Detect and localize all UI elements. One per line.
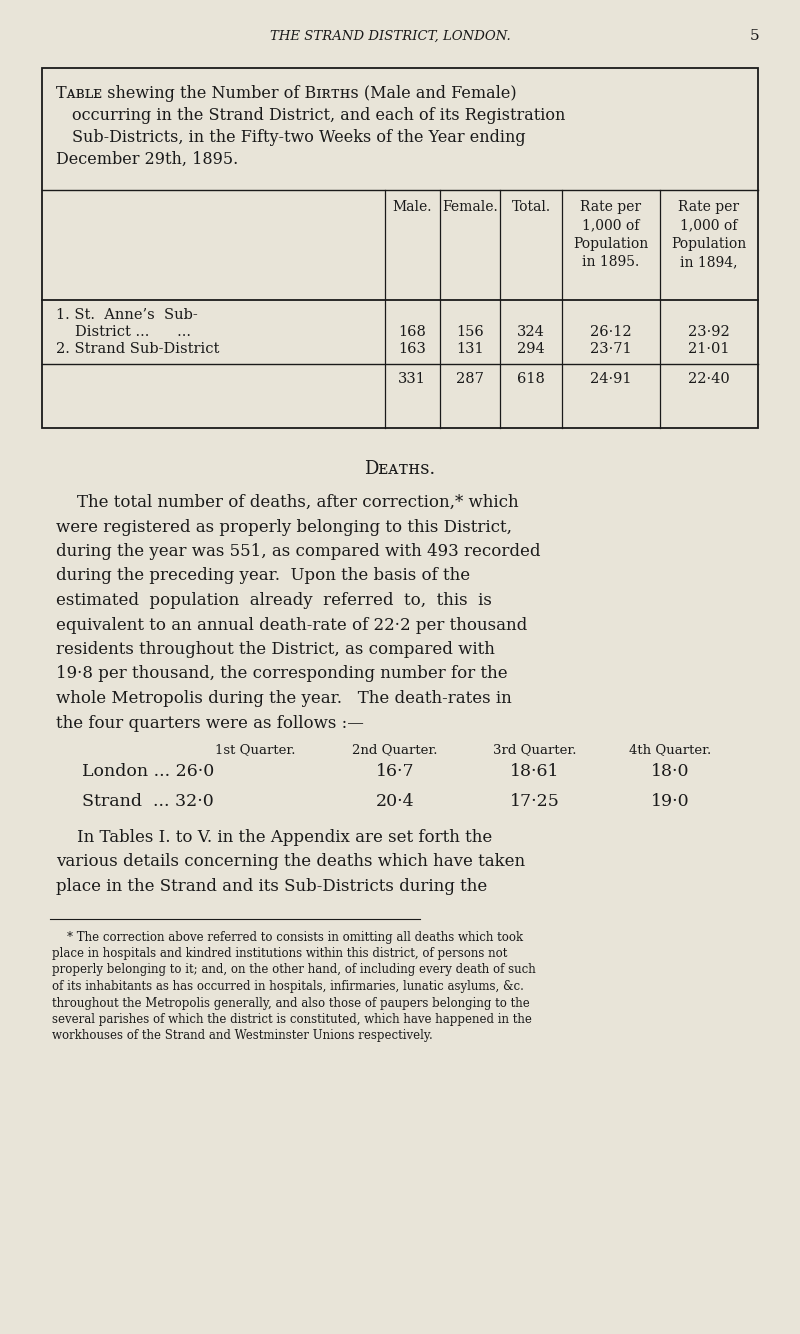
Text: 19·0: 19·0 — [650, 792, 690, 810]
Text: were registered as properly belonging to this District,: were registered as properly belonging to… — [56, 519, 512, 535]
Text: several parishes of which the district is constituted, which have happened in th: several parishes of which the district i… — [52, 1013, 532, 1026]
Text: 21·01: 21·01 — [688, 342, 730, 356]
Text: Strand  ... 32·0: Strand ... 32·0 — [82, 792, 214, 810]
Text: of its inhabitants as has occurred in hospitals, infirmaries, lunatic asylums, &: of its inhabitants as has occurred in ho… — [52, 980, 524, 992]
Text: occurring in the Strand District, and each of its Registration: occurring in the Strand District, and ea… — [72, 107, 566, 124]
Text: 294: 294 — [517, 342, 545, 356]
Text: properly belonging to it; and, on the other hand, of including every death of su: properly belonging to it; and, on the ot… — [52, 963, 536, 976]
Text: 17·25: 17·25 — [510, 792, 560, 810]
Text: The total number of deaths, after correction,* which: The total number of deaths, after correc… — [56, 494, 518, 511]
Text: workhouses of the Strand and Westminster Unions respectively.: workhouses of the Strand and Westminster… — [52, 1030, 433, 1042]
Text: Male.: Male. — [392, 200, 432, 213]
Text: Total.: Total. — [511, 200, 550, 213]
Text: 2nd Quarter.: 2nd Quarter. — [352, 743, 438, 756]
Text: whole Metropolis during the year.   The death-rates in: whole Metropolis during the year. The de… — [56, 690, 512, 707]
Text: place in hospitals and kindred institutions within this district, of persons not: place in hospitals and kindred instituti… — [52, 947, 507, 960]
Text: during the year was 551, as compared with 493 recorded: during the year was 551, as compared wit… — [56, 543, 541, 560]
Text: 287: 287 — [456, 372, 484, 386]
Text: 156: 156 — [456, 325, 484, 339]
Text: 5: 5 — [750, 29, 760, 43]
Text: 331: 331 — [398, 372, 426, 386]
Text: Rate per
1,000 of
Population
in 1894,: Rate per 1,000 of Population in 1894, — [671, 200, 746, 269]
Text: 3rd Quarter.: 3rd Quarter. — [494, 743, 577, 756]
Text: 23·92: 23·92 — [688, 325, 730, 339]
Text: 131: 131 — [456, 342, 484, 356]
Text: Tᴀʙʟᴇ shewing the Number of Bɪʀᴛʜs (Male and Female): Tᴀʙʟᴇ shewing the Number of Bɪʀᴛʜs (Male… — [56, 85, 517, 101]
Text: District ...      ...: District ... ... — [75, 325, 191, 339]
Text: In Tables I. to V. in the Appendix are set forth the: In Tables I. to V. in the Appendix are s… — [56, 828, 492, 846]
Text: 2. Strand Sub-District: 2. Strand Sub-District — [56, 342, 219, 356]
Text: 23·71: 23·71 — [590, 342, 632, 356]
Text: 18·0: 18·0 — [650, 763, 690, 780]
Text: the four quarters were as follows :—: the four quarters were as follows :— — [56, 715, 364, 731]
Text: Rate per
1,000 of
Population
in 1895.: Rate per 1,000 of Population in 1895. — [574, 200, 649, 269]
Text: Sub-Districts, in the Fifty-two Weeks of the Year ending: Sub-Districts, in the Fifty-two Weeks of… — [72, 129, 526, 145]
Text: equivalent to an annual death-rate of 22·2 per thousand: equivalent to an annual death-rate of 22… — [56, 616, 527, 634]
Text: 1. St.  Anne’s  Sub-: 1. St. Anne’s Sub- — [56, 308, 198, 321]
Text: residents throughout the District, as compared with: residents throughout the District, as co… — [56, 642, 495, 658]
Text: 22·40: 22·40 — [688, 372, 730, 386]
Text: 16·7: 16·7 — [376, 763, 414, 780]
Text: London ... 26·0: London ... 26·0 — [82, 763, 214, 780]
Text: 4th Quarter.: 4th Quarter. — [629, 743, 711, 756]
Text: * The correction above referred to consists in omitting all deaths which took: * The correction above referred to consi… — [52, 931, 523, 943]
Bar — [42, 68, 758, 428]
Text: Dᴇᴀᴛʜs.: Dᴇᴀᴛʜs. — [364, 460, 436, 478]
Text: 324: 324 — [517, 325, 545, 339]
Text: 18·61: 18·61 — [510, 763, 560, 780]
Text: 20·4: 20·4 — [376, 792, 414, 810]
Text: 19·8 per thousand, the corresponding number for the: 19·8 per thousand, the corresponding num… — [56, 666, 508, 683]
Text: various details concerning the deaths which have taken: various details concerning the deaths wh… — [56, 854, 525, 871]
Text: place in the Strand and its Sub-Districts during the: place in the Strand and its Sub-District… — [56, 878, 487, 895]
Text: estimated  population  already  referred  to,  this  is: estimated population already referred to… — [56, 592, 492, 610]
Text: 1st Quarter.: 1st Quarter. — [214, 743, 295, 756]
Text: 26·12: 26·12 — [590, 325, 632, 339]
Text: throughout the Metropolis generally, and also those of paupers belonging to the: throughout the Metropolis generally, and… — [52, 996, 530, 1010]
Text: Female.: Female. — [442, 200, 498, 213]
Text: December 29th, 1895.: December 29th, 1895. — [56, 151, 238, 168]
Text: 24·91: 24·91 — [590, 372, 632, 386]
Text: THE STRAND DISTRICT, LONDON.: THE STRAND DISTRICT, LONDON. — [270, 29, 510, 43]
Text: 618: 618 — [517, 372, 545, 386]
Text: 163: 163 — [398, 342, 426, 356]
Text: during the preceding year.  Upon the basis of the: during the preceding year. Upon the basi… — [56, 567, 470, 584]
Text: 168: 168 — [398, 325, 426, 339]
